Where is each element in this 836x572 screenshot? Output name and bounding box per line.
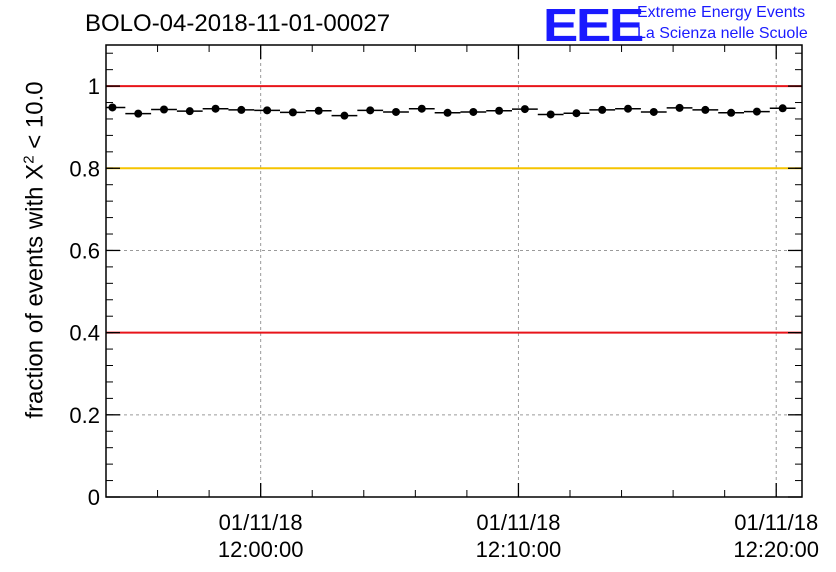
data-point	[769, 104, 796, 113]
data-point	[331, 111, 358, 120]
x-tick-label-time: 12:10:00	[476, 537, 562, 562]
y-tick-label: 0	[88, 485, 100, 510]
data-point-marker	[211, 104, 220, 113]
y-tick-label: 1	[88, 74, 100, 99]
data-point	[718, 108, 744, 117]
data-point	[615, 104, 641, 113]
y-axis-label-symbol: X	[21, 163, 49, 180]
data-point	[537, 110, 564, 119]
data-point	[254, 106, 280, 115]
data-point-marker	[675, 103, 684, 112]
y-axis-label-prefix: fraction of events with	[21, 179, 49, 419]
data-point	[512, 105, 538, 114]
eee-logo-mark: EEE	[543, 0, 644, 51]
y-tick-labels: 0 0.2 0.4 0.6 0.8 1	[69, 74, 100, 510]
y-axis-label: fraction of events with X2 < 10.0	[21, 81, 50, 418]
data-point-marker	[263, 106, 272, 115]
data-point-marker	[185, 107, 194, 116]
reference-lines	[106, 85, 802, 334]
data-point-marker	[314, 106, 323, 115]
data-point-marker	[495, 106, 504, 115]
x-tick-label-time: 12:20:00	[733, 537, 819, 562]
data-point	[434, 108, 461, 117]
data-point-marker	[288, 108, 297, 117]
data-point	[125, 109, 152, 118]
data-point-marker	[237, 105, 246, 114]
x-tick-label-time: 12:00:00	[218, 537, 304, 562]
data-point-marker	[160, 105, 168, 114]
run-title: BOLO-04-2018-11-01-00027	[85, 10, 391, 37]
plot-frame	[105, 44, 803, 498]
data-point-marker	[392, 107, 400, 116]
data-point-marker	[546, 110, 555, 119]
data-point-marker	[134, 109, 143, 118]
data-point	[151, 105, 177, 114]
data-point-marker	[572, 109, 581, 118]
data-points	[106, 103, 796, 120]
x-tick-labels: 01/11/1812:00:0001/11/1812:10:0001/11/18…	[218, 510, 819, 562]
data-point	[228, 105, 255, 114]
data-point-marker	[649, 107, 658, 116]
data-point	[486, 106, 512, 115]
data-point-marker	[727, 108, 736, 117]
data-point	[640, 107, 667, 116]
data-point-marker	[366, 106, 375, 115]
data-point-marker	[520, 105, 529, 114]
logo-subtitle-2: La Scienza nelle Scuole	[637, 25, 808, 42]
x-tick-label-date: 01/11/18	[476, 510, 560, 535]
data-point-marker	[108, 103, 117, 112]
y-axis-label-suffix: < 10.0	[21, 81, 49, 156]
data-point	[357, 106, 384, 115]
data-point	[744, 107, 770, 116]
y-tick-label: 0.2	[69, 403, 100, 428]
data-point	[563, 109, 590, 118]
data-point	[280, 108, 306, 117]
y-tick-label: 0.8	[69, 156, 100, 181]
data-point	[589, 105, 616, 114]
x-tick-label-date: 01/11/18	[734, 510, 818, 535]
y-axis-label-exponent: 2	[20, 155, 38, 164]
eee-logo: EEE Extreme Energy Events La Scienza nel…	[543, 0, 833, 51]
x-tick-label-date: 01/11/18	[219, 510, 303, 535]
data-point-marker	[469, 107, 478, 116]
data-point	[202, 104, 229, 113]
data-point	[666, 103, 693, 112]
data-point-marker	[624, 104, 632, 113]
data-point	[408, 104, 435, 113]
data-point-marker	[340, 111, 349, 120]
data-point	[305, 106, 332, 115]
data-point-marker	[752, 107, 761, 116]
data-point	[106, 103, 126, 112]
data-point	[176, 107, 203, 116]
data-point-marker	[701, 105, 710, 114]
logo-subtitle-1: Extreme Energy Events	[637, 4, 806, 21]
data-point-marker	[598, 105, 607, 114]
data-point-marker	[417, 104, 426, 113]
data-point-marker	[443, 108, 452, 117]
y-tick-label: 0.6	[69, 238, 100, 263]
axis-ticks	[106, 45, 802, 498]
data-point	[692, 105, 719, 114]
data-point	[460, 107, 487, 116]
data-point-marker	[778, 104, 787, 113]
y-tick-label: 0.4	[69, 321, 100, 346]
data-point	[383, 107, 409, 116]
